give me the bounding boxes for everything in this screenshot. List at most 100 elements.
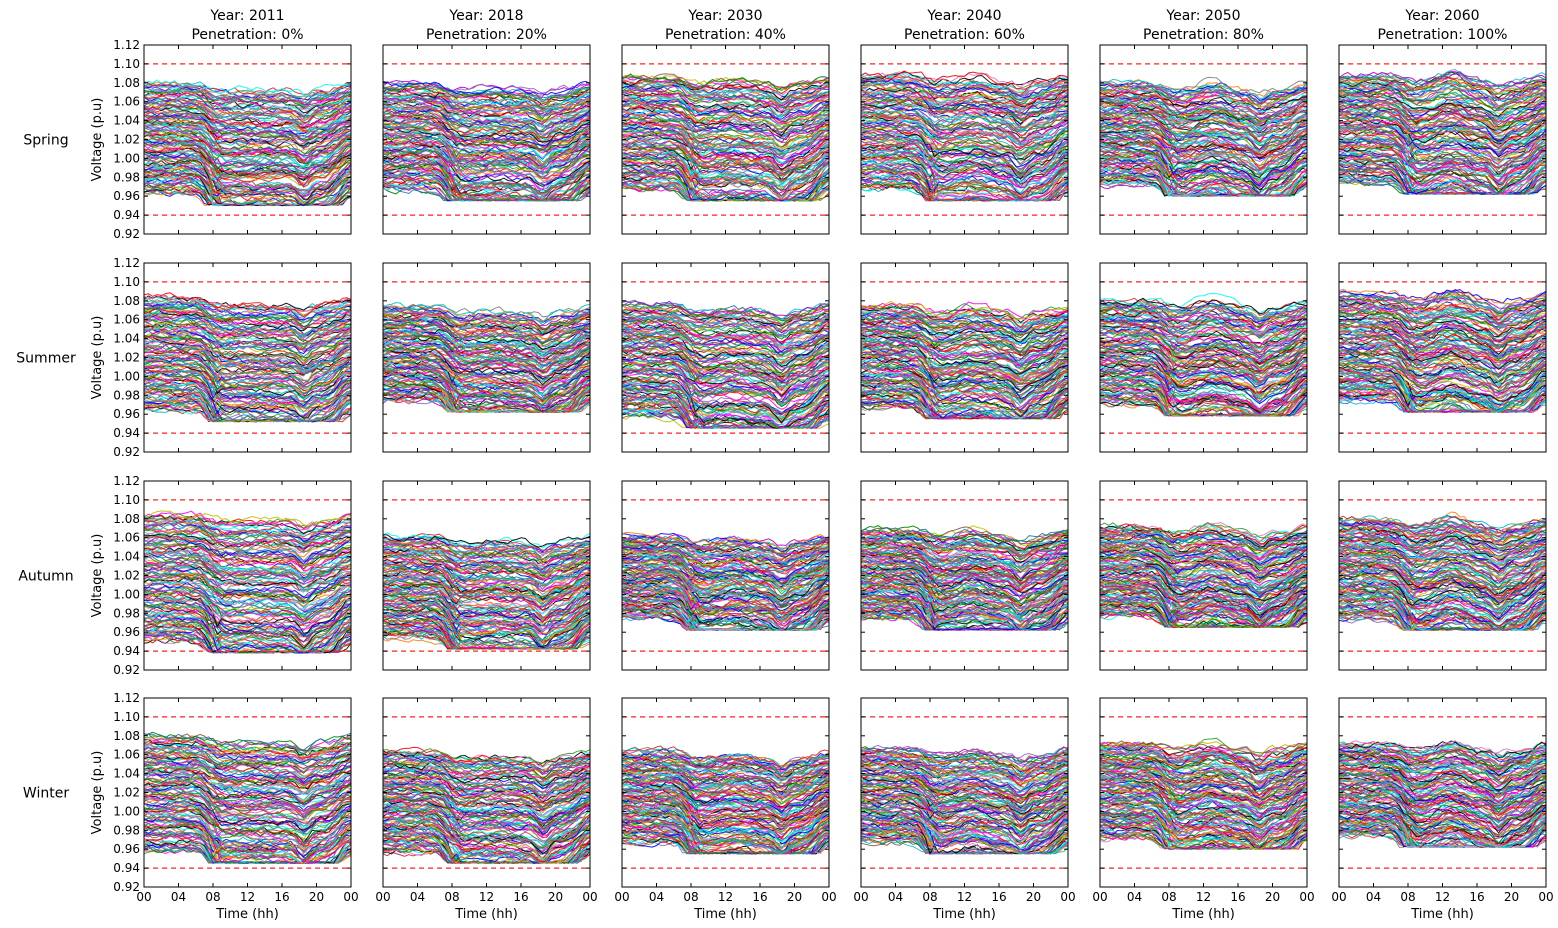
voltage-trace [383, 538, 590, 557]
voltage-trace [1100, 810, 1307, 844]
voltage-trace [383, 757, 590, 779]
voltage-traces [1100, 521, 1307, 629]
voltage-trace [383, 153, 590, 194]
voltage-trace [144, 510, 351, 527]
x-tick-label: 00 [1331, 890, 1346, 904]
voltage-trace [383, 332, 590, 363]
voltage-trace [383, 769, 590, 795]
row-season-label: Winter [23, 786, 69, 802]
voltage-trace [1100, 572, 1307, 596]
voltage-trace [622, 747, 829, 769]
voltage-trace [1100, 133, 1307, 161]
voltage-traces [383, 79, 590, 202]
voltage-trace [383, 579, 590, 612]
voltage-traces [144, 292, 351, 423]
y-tick-label: 1.04 [113, 114, 140, 128]
voltage-trace [1100, 127, 1307, 153]
voltage-trace [1100, 137, 1307, 170]
voltage-trace [861, 159, 1068, 198]
voltage-trace [1339, 755, 1546, 779]
voltage-trace [383, 792, 590, 825]
voltage-trace [861, 86, 1068, 108]
voltage-trace [1100, 361, 1307, 400]
column-penetration-title: Penetration: 60% [904, 27, 1025, 43]
voltage-trace [861, 142, 1068, 183]
voltage-trace [383, 597, 590, 635]
voltage-trace [144, 741, 351, 764]
x-tick-label: 20 [1265, 890, 1280, 904]
y-tick-label: 1.02 [113, 786, 140, 800]
voltage-trace [861, 306, 1068, 324]
voltage-trace [861, 305, 1068, 324]
voltage-trace [861, 747, 1068, 763]
voltage-trace [144, 102, 351, 128]
voltage-trace [1339, 565, 1546, 604]
voltage-trace [383, 82, 590, 101]
voltage-trace [1100, 557, 1307, 584]
voltage-trace [622, 783, 829, 814]
voltage-trace [144, 364, 351, 398]
voltage-trace [144, 808, 351, 848]
voltage-trace [144, 825, 351, 862]
voltage-trace [383, 750, 590, 766]
voltage-trace [144, 830, 351, 864]
voltage-trace [1100, 111, 1307, 139]
voltage-trace [144, 353, 351, 387]
voltage-trace [1339, 111, 1546, 137]
voltage-trace [622, 788, 829, 814]
voltage-trace [861, 383, 1068, 420]
voltage-trace [144, 778, 351, 812]
voltage-trace [1339, 536, 1546, 561]
voltage-trace [1100, 564, 1307, 595]
voltage-trace [383, 559, 590, 587]
voltage-trace [861, 324, 1068, 354]
y-tick-label: 1.02 [113, 351, 140, 365]
voltage-trace [622, 536, 829, 556]
panel-spring-3 [860, 44, 1069, 235]
voltage-trace [622, 102, 829, 131]
voltage-trace [144, 823, 351, 864]
voltage-trace [861, 810, 1068, 845]
voltage-trace [1100, 762, 1307, 784]
voltage-trace [144, 832, 351, 864]
voltage-trace [1339, 109, 1546, 137]
voltage-trace [144, 308, 351, 332]
voltage-trace [622, 807, 829, 849]
voltage-trace [1339, 515, 1546, 535]
voltage-trace [1339, 376, 1546, 413]
voltage-trace [383, 302, 590, 324]
voltage-trace [1100, 555, 1307, 583]
voltage-trace [622, 542, 829, 565]
voltage-trace [383, 584, 590, 622]
voltage-trace [861, 757, 1068, 782]
voltage-trace [383, 150, 590, 175]
voltage-trace [1339, 352, 1546, 386]
voltage-trace [383, 378, 590, 413]
voltage-trace [1339, 71, 1546, 87]
voltage-traces [861, 525, 1068, 631]
y-tick-label: 0.94 [113, 861, 140, 875]
voltage-trace [861, 303, 1068, 320]
voltage-trace [1100, 522, 1307, 539]
voltage-trace [144, 306, 351, 330]
x-tick-label: 00 [614, 890, 629, 904]
y-tick-label: 1.10 [113, 493, 140, 507]
voltage-trace [861, 333, 1068, 364]
voltage-trace [1339, 747, 1546, 771]
voltage-trace [1339, 772, 1546, 804]
voltage-trace [622, 753, 829, 775]
voltage-trace [383, 90, 590, 111]
voltage-trace [622, 300, 829, 317]
voltage-trace [622, 777, 829, 809]
column-penetration-title: Penetration: 0% [191, 27, 303, 43]
voltage-trace [383, 140, 590, 167]
voltage-trace [144, 514, 351, 536]
voltage-trace [1100, 560, 1307, 591]
voltage-trace [861, 752, 1068, 776]
panel-winter-2: 00 04 08 12 16 20 00 Time (hh) [614, 697, 837, 922]
voltage-trace [622, 76, 829, 101]
voltage-trace [1339, 119, 1546, 147]
voltage-trace [622, 348, 829, 378]
voltage-trace [622, 568, 829, 598]
voltage-trace [622, 351, 829, 382]
